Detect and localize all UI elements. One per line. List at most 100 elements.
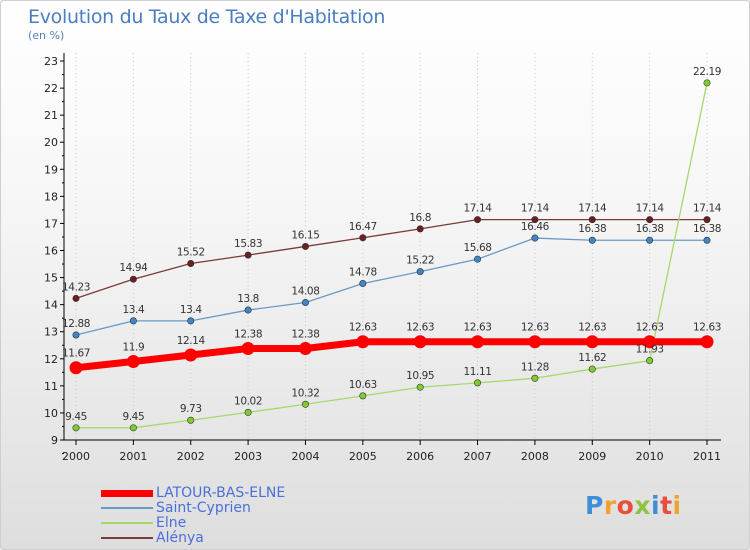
x-tick-label: 2007: [464, 450, 492, 463]
data-point: [359, 392, 367, 400]
legend-swatch: [101, 522, 153, 524]
data-label: 11.62: [578, 352, 606, 364]
data-point: [646, 236, 654, 244]
y-tick-label: 9: [51, 434, 58, 447]
data-label: 15.52: [177, 246, 205, 258]
x-tick-label: 2008: [521, 450, 549, 463]
data-label: 17.14: [636, 203, 665, 215]
data-point: [244, 306, 252, 314]
x-tick-label: 2000: [62, 450, 90, 463]
data-label: 15.22: [406, 255, 434, 267]
series-line: [75, 218, 708, 300]
x-tick-label: 2001: [119, 450, 147, 463]
y-tick-label: 10: [44, 407, 58, 420]
y-tick-label: 21: [44, 109, 58, 122]
data-label: 16.8: [409, 212, 431, 224]
data-point: [244, 251, 252, 259]
data-point: [531, 216, 539, 224]
data-point: [703, 236, 711, 244]
data-point: [72, 424, 80, 432]
data-point: [531, 234, 539, 242]
legend-swatch: [101, 537, 153, 539]
data-point: [528, 335, 542, 349]
legend-swatch: [101, 489, 153, 497]
legend-swatch: [101, 507, 153, 509]
data-point: [700, 335, 714, 349]
x-tick-label: 2004: [291, 450, 319, 463]
data-point: [301, 400, 309, 408]
data-label: 12.63: [406, 322, 434, 334]
y-tick-label: 19: [44, 163, 58, 176]
data-point: [585, 335, 599, 349]
data-point: [241, 341, 255, 355]
data-point: [72, 331, 80, 339]
data-point: [588, 216, 596, 224]
data-point: [646, 357, 654, 365]
data-label: 17.14: [521, 203, 550, 215]
data-label: 11.28: [521, 361, 549, 373]
data-label: 16.46: [521, 221, 550, 233]
data-point: [129, 424, 137, 432]
logo-letter: r: [603, 491, 617, 520]
series-al-nya: [72, 216, 711, 302]
data-label: 10.02: [234, 395, 262, 407]
data-label: 14.94: [119, 262, 148, 274]
data-label: 12.63: [464, 322, 492, 334]
data-point: [359, 234, 367, 242]
data-label: 16.47: [349, 221, 377, 233]
data-point: [703, 79, 711, 87]
legend-label: LATOUR-BAS-ELNE: [156, 485, 286, 501]
data-label: 11.9: [122, 341, 144, 353]
logo-letter: P: [585, 491, 604, 520]
series-line: [75, 82, 708, 429]
data-point: [301, 298, 309, 306]
data-label: 17.14: [464, 203, 493, 215]
data-label: 14.78: [349, 267, 377, 279]
data-label: 12.63: [521, 322, 549, 334]
data-label: 9.45: [122, 411, 144, 423]
data-point: [474, 216, 482, 224]
unit-label: (en %): [28, 29, 65, 42]
data-label: 17.14: [578, 203, 607, 215]
logo-letter: i: [672, 491, 682, 520]
data-label: 12.38: [291, 328, 319, 340]
x-tick-label: 2003: [234, 450, 262, 463]
y-tick-label: 15: [44, 272, 58, 285]
y-tick-label: 16: [44, 245, 58, 258]
data-label: 14.23: [62, 281, 90, 293]
data-label: 16.15: [291, 229, 319, 241]
data-point: [474, 379, 482, 387]
data-label: 12.63: [636, 322, 664, 334]
logo-letter: o: [616, 491, 635, 520]
data-point: [416, 383, 424, 391]
data-label: 16.38: [636, 223, 664, 235]
data-label: 9.73: [180, 403, 202, 415]
series-line: [72, 338, 711, 372]
data-label: 22.19: [693, 66, 721, 78]
series-line: [75, 237, 708, 336]
data-point: [703, 216, 711, 224]
data-label: 12.63: [349, 322, 377, 334]
data-point: [416, 225, 424, 233]
legend-label: Elne: [156, 515, 187, 531]
y-tick-label: 13: [44, 326, 58, 339]
data-point: [413, 335, 427, 349]
data-point: [244, 408, 252, 416]
data-point: [416, 268, 424, 276]
y-tick-label: 14: [44, 299, 58, 312]
data-point: [646, 216, 654, 224]
series-saint-cyprien: [72, 234, 711, 339]
data-label: 14.08: [291, 285, 319, 297]
data-point: [126, 354, 140, 368]
data-label: 13.4: [180, 304, 202, 316]
data-label: 10.95: [406, 370, 434, 382]
data-point: [643, 335, 657, 349]
data-label: 11.67: [62, 348, 90, 360]
logo-letter: t: [660, 491, 673, 520]
x-tick-label: 2009: [578, 450, 606, 463]
data-point: [588, 365, 596, 373]
logo-letter: i: [651, 491, 661, 520]
x-tick-label: 2011: [693, 450, 721, 463]
